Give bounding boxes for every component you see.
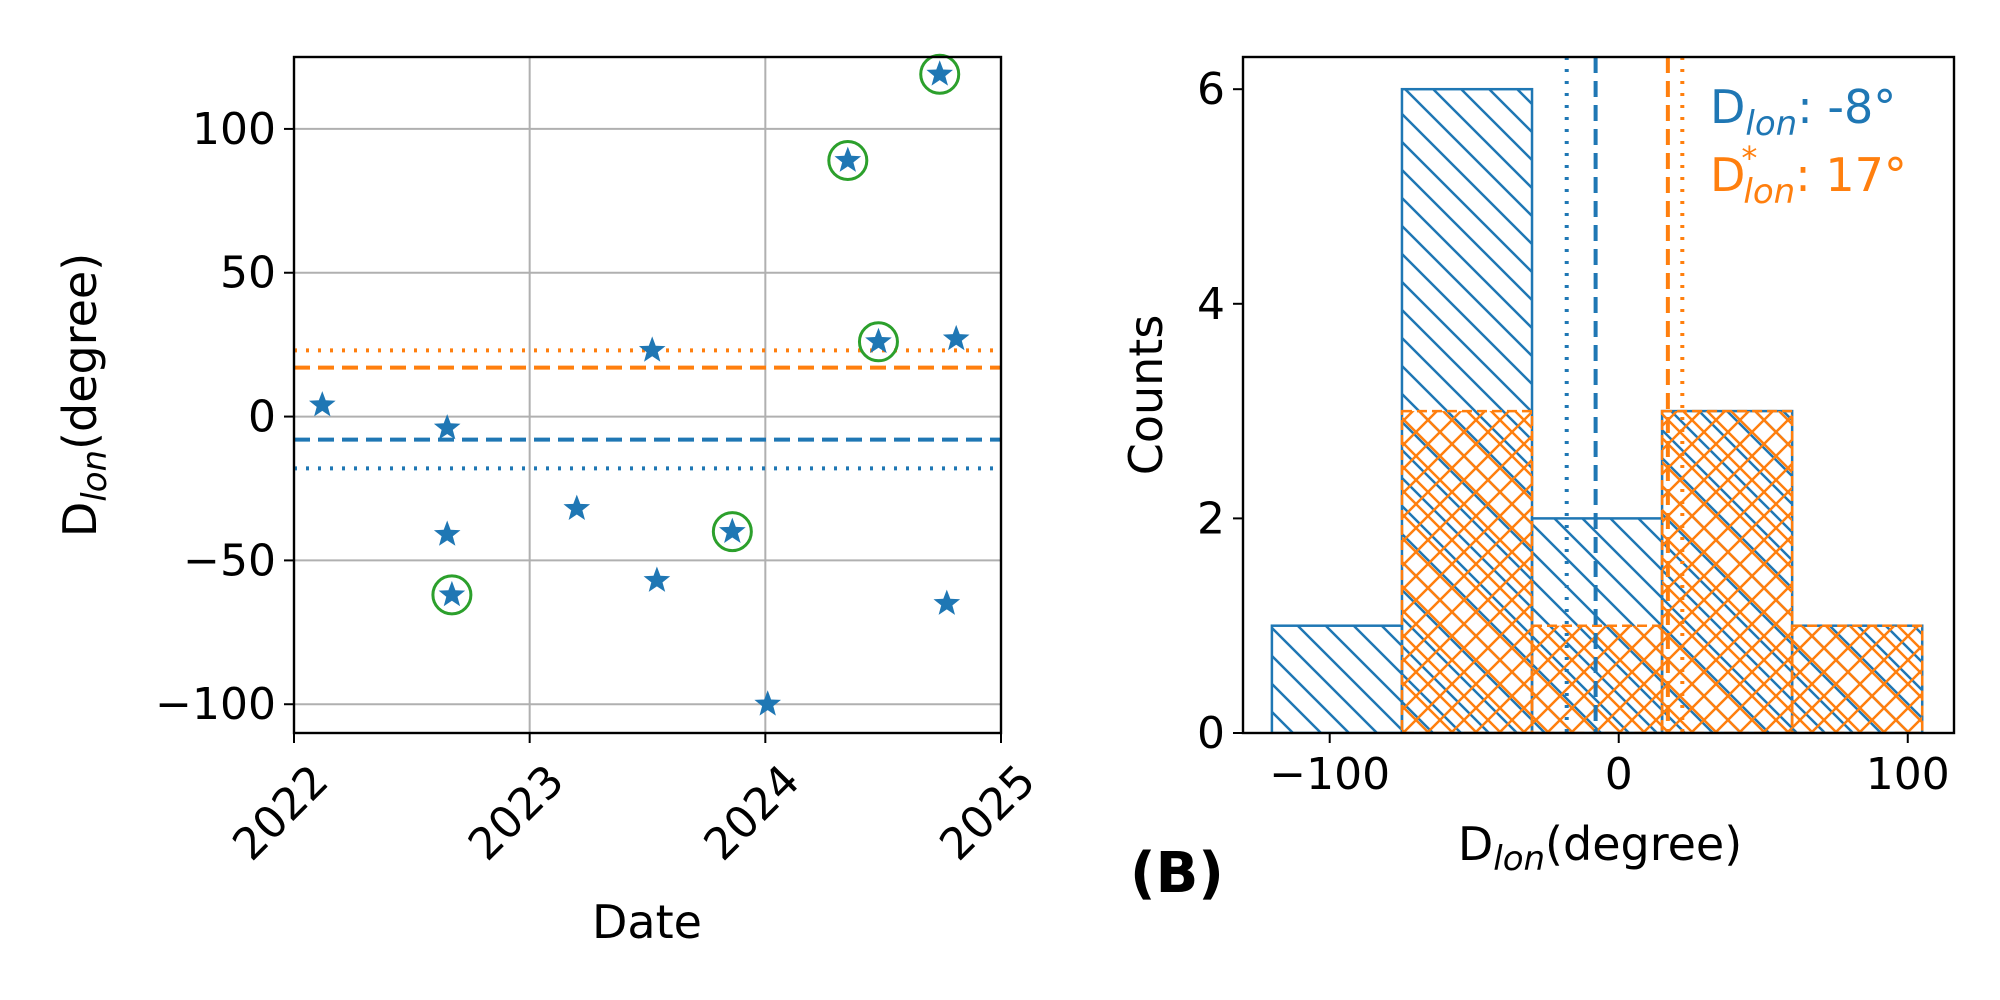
y-ticks-a: −100 −50 0 50 100	[155, 104, 294, 730]
x-tick-label: 2023	[459, 755, 574, 870]
histogram-bar-blue	[1270, 624, 1404, 733]
x-tick-label: 0	[1605, 749, 1633, 800]
plot-frame-b	[1241, 55, 1956, 735]
points-a	[309, 53, 970, 716]
y-tick-label: 100	[192, 104, 276, 155]
star-marker	[754, 690, 781, 716]
x-tick-label: 2024	[694, 755, 809, 870]
reference-lines-b	[1564, 57, 1685, 733]
x-tick-label: −100	[1269, 749, 1390, 800]
panel-a-scatter: 2022 2023 2024 2025 −100 −50 0 50 100 Date Dlon…	[53, 53, 1045, 949]
histogram-bars-b	[1270, 87, 1924, 733]
highlight-ring	[919, 53, 961, 95]
histogram-bar-orange	[1660, 409, 1794, 733]
star-marker	[942, 324, 970, 351]
panel-label-b: (B)	[1130, 841, 1224, 906]
legend-subscript: lon	[1745, 104, 1797, 144]
y-tick-label: 0	[248, 392, 276, 443]
histogram-bar-orange	[1790, 624, 1924, 733]
y-ticks-b: 0 2 4 6	[1197, 64, 1243, 759]
legend-symbol: D	[1710, 80, 1745, 134]
star-marker	[563, 494, 591, 520]
highlight-ring	[827, 140, 869, 182]
star-marker	[865, 327, 892, 354]
star-marker	[638, 336, 666, 362]
star-marker	[438, 580, 466, 607]
x-tick-label: 2025	[930, 755, 1045, 870]
star-marker	[309, 391, 336, 417]
y-tick-label: −100	[155, 679, 276, 730]
reference-lines-a	[294, 348, 1001, 471]
x-tick-label: 2022	[223, 755, 338, 870]
panel-b-histogram: −100 0 100 0 2 4 6 Dlon(degree) Counts (B) Dl…	[1119, 55, 1956, 906]
y-tick-label: 2	[1197, 493, 1225, 544]
y-axis-label-a: Dlon(degree)	[53, 253, 115, 537]
highlight-ring	[431, 574, 473, 616]
y-tick-label: 0	[1197, 708, 1225, 759]
star-marker	[834, 146, 862, 172]
y-tick-label: 6	[1197, 64, 1225, 115]
star-marker	[926, 60, 953, 86]
x-ticks-a: 2022 2023 2024 2025	[223, 733, 1045, 871]
star-marker	[433, 520, 461, 546]
star-marker	[433, 414, 461, 440]
legend-entry-blue: Dlon: -8°	[1710, 80, 1896, 144]
legend-value: : 17°	[1795, 148, 1907, 202]
legend-entry-orange: D* lon: 17°	[1710, 139, 1907, 212]
y-tick-label: 4	[1197, 279, 1225, 330]
y-axis-label-b: Counts	[1119, 315, 1173, 476]
grid-a	[293, 57, 1002, 733]
x-ticks-b: −100 0 100	[1269, 733, 1950, 800]
y-tick-label: 50	[220, 248, 276, 299]
star-marker	[643, 566, 671, 592]
legend-value: : -8°	[1797, 80, 1896, 134]
x-axis-label-a: Date	[592, 895, 702, 949]
x-axis-label-b: Dlon(degree)	[1458, 817, 1742, 879]
y-tick-label: −50	[183, 535, 276, 586]
legend-superscript: *	[1741, 139, 1757, 177]
legend-b: Dlon: -8°D* lon: 17°	[1710, 80, 1907, 212]
histogram-bar-orange	[1400, 409, 1534, 733]
highlight-ring	[711, 511, 753, 553]
legend-subscript: lon	[1743, 172, 1795, 212]
x-tick-label: 100	[1866, 749, 1950, 800]
star-marker	[933, 589, 961, 615]
highlight-ring	[857, 321, 899, 363]
star-marker	[719, 517, 746, 543]
legend-symbol: D	[1710, 148, 1745, 202]
plot-frame-a	[292, 55, 1003, 735]
